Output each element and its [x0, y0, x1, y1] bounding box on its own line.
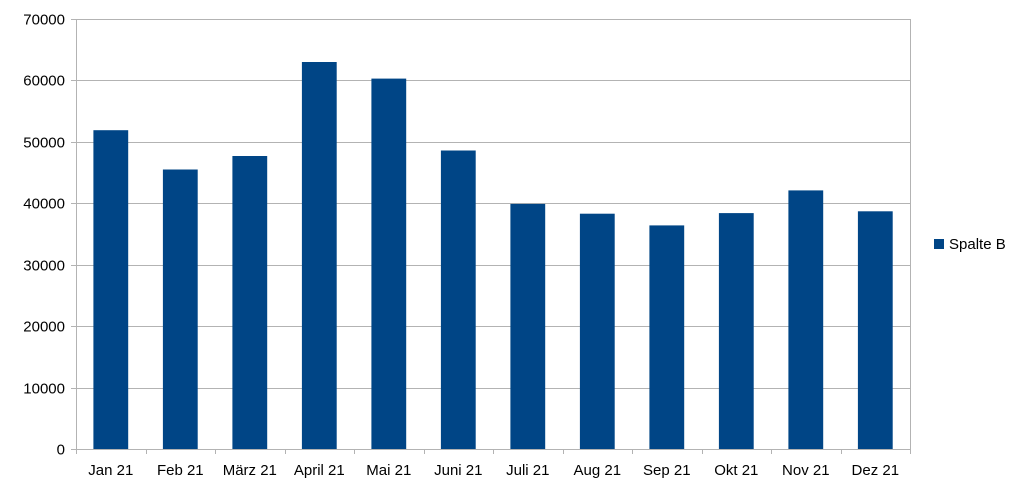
x-tick-label: Mai 21: [366, 462, 411, 479]
bar: [649, 225, 685, 449]
y-tick-label: 30000: [23, 258, 65, 275]
x-tick-label: Feb 21: [157, 462, 204, 479]
bar: [93, 130, 129, 449]
x-tick-label: Juni 21: [434, 462, 482, 479]
x-tick-label: Nov 21: [782, 462, 830, 479]
x-tick-label: März 21: [223, 462, 277, 479]
legend: Spalte B: [934, 236, 1006, 253]
axes: [71, 19, 911, 454]
grid-lines: [76, 19, 911, 449]
y-tick-label: 10000: [23, 381, 65, 398]
y-tick-labels: 0 10000 20000 30000 40000 50000 60000 70000: [23, 12, 65, 459]
bar: [788, 190, 824, 449]
y-tick-label: 60000: [23, 73, 65, 90]
y-tick-label: 50000: [23, 135, 65, 152]
bar: [718, 213, 754, 449]
y-tick-label: 0: [57, 442, 65, 459]
x-tick-label: Dez 21: [852, 462, 900, 479]
bar: [510, 203, 546, 449]
y-tick-label: 40000: [23, 196, 65, 213]
x-tick-label: Juli 21: [506, 462, 549, 479]
x-tick-label: Aug 21: [574, 462, 622, 479]
bar: [579, 213, 615, 449]
bar: [371, 78, 407, 449]
bar: [301, 62, 337, 449]
legend-swatch: [934, 239, 944, 249]
x-tick-label: Okt 21: [714, 462, 758, 479]
x-tick-labels: Jan 21 Feb 21 März 21 April 21 Mai 21 Juni 21…: [88, 462, 899, 479]
x-tick-label: Sep 21: [643, 462, 691, 479]
bar: [232, 156, 268, 449]
y-tick-label: 20000: [23, 319, 65, 336]
y-tick-label: 70000: [23, 12, 65, 29]
x-tick-label: Jan 21: [88, 462, 133, 479]
bar: [440, 150, 476, 449]
bars: [93, 62, 893, 449]
x-tick-label: April 21: [294, 462, 345, 479]
bar: [857, 211, 893, 449]
bar: [162, 169, 198, 449]
legend-label: Spalte B: [949, 236, 1006, 253]
